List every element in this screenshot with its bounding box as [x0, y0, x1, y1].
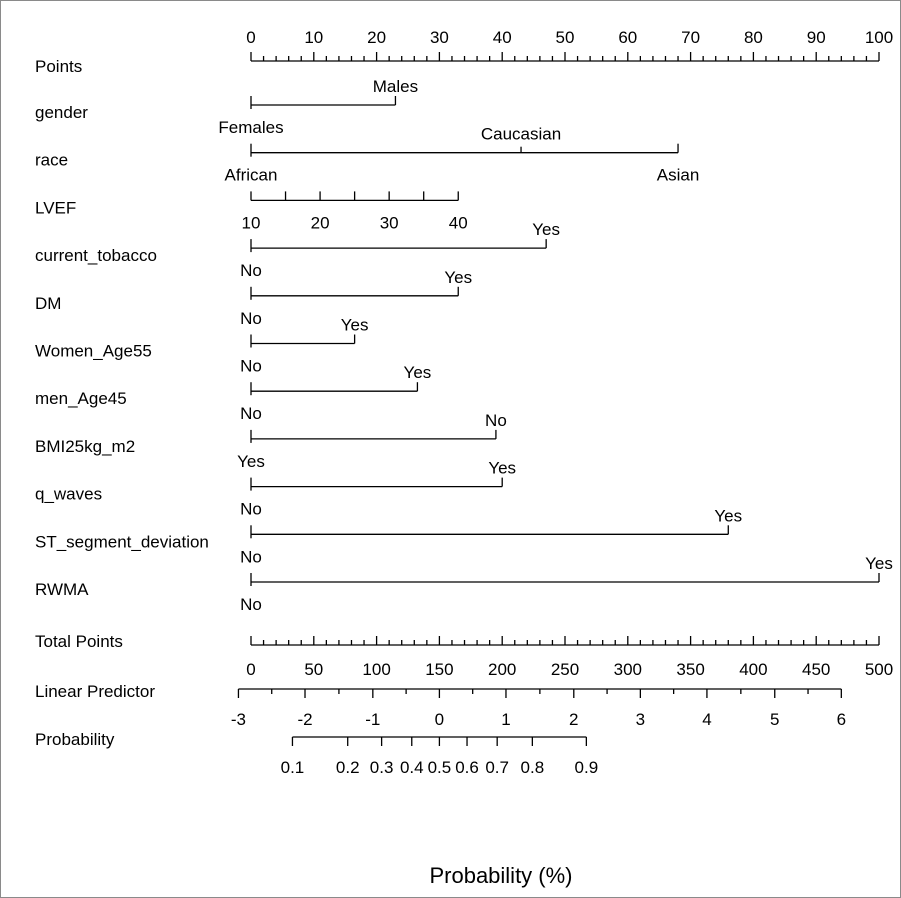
variable-label-current_tobacco: current_tobacco — [35, 246, 157, 265]
variable-label-LVEF: LVEF — [35, 198, 76, 217]
level-label-race: African — [225, 166, 278, 185]
total-points-tick-label: 100 — [362, 660, 390, 679]
level-label-q_waves: Yes — [488, 459, 516, 478]
level-label-BMI25kg_m2: No — [485, 411, 507, 430]
level-label-race: Caucasian — [481, 125, 561, 144]
variable-label-Women_Age55: Women_Age55 — [35, 342, 152, 361]
probability-tick-label: 0.5 — [428, 758, 452, 777]
linear-predictor-tick-label: -1 — [365, 710, 380, 729]
level-label-LVEF: 20 — [311, 213, 330, 232]
total-points-tick-label: 0 — [246, 660, 255, 679]
probability-tick-label: 0.6 — [455, 758, 479, 777]
linear-predictor-label: Linear Predictor — [35, 682, 155, 701]
probability-tick-label: 0.7 — [485, 758, 509, 777]
total-points-tick-label: 50 — [304, 660, 323, 679]
linear-predictor-tick-label: -3 — [231, 710, 246, 729]
points-tick-label: 60 — [618, 28, 637, 47]
level-label-current_tobacco: Yes — [532, 220, 560, 239]
total-points-tick-label: 400 — [739, 660, 767, 679]
total-points-tick-label: 350 — [676, 660, 704, 679]
level-label-Women_Age55: No — [240, 357, 262, 376]
level-label-LVEF: 10 — [242, 213, 261, 232]
level-label-ST_segment_deviation: Yes — [714, 506, 742, 525]
variable-label-q_waves: q_waves — [35, 485, 102, 504]
variable-label-men_Age45: men_Age45 — [35, 389, 127, 408]
points-tick-label: 80 — [744, 28, 763, 47]
level-label-current_tobacco: No — [240, 261, 262, 280]
level-label-LVEF: 30 — [380, 213, 399, 232]
total-points-label: Total Points — [35, 632, 123, 651]
level-label-ST_segment_deviation: No — [240, 547, 262, 566]
points-tick-label: 50 — [556, 28, 575, 47]
level-label-RWMA: No — [240, 595, 262, 614]
linear-predictor-tick-label: 5 — [770, 710, 779, 729]
x-axis-title: Probability (%) — [429, 863, 572, 888]
points-tick-label: 40 — [493, 28, 512, 47]
points-tick-label: 10 — [304, 28, 323, 47]
variable-label-ST_segment_deviation: ST_segment_deviation — [35, 532, 209, 551]
probability-tick-label: 0.8 — [521, 758, 545, 777]
level-label-gender: Males — [373, 77, 418, 96]
level-label-gender: Females — [218, 118, 283, 137]
points-tick-label: 30 — [430, 28, 449, 47]
total-points-tick-label: 300 — [614, 660, 642, 679]
probability-tick-label: 0.2 — [336, 758, 360, 777]
variable-label-BMI25kg_m2: BMI25kg_m2 — [35, 437, 135, 456]
variable-label-race: race — [35, 151, 68, 170]
probability-label: Probability — [35, 730, 115, 749]
level-label-race: Asian — [657, 166, 700, 185]
linear-predictor-tick-label: 6 — [837, 710, 846, 729]
total-points-tick-label: 450 — [802, 660, 830, 679]
total-points-tick-label: 500 — [865, 660, 893, 679]
linear-predictor-tick-label: -2 — [297, 710, 312, 729]
level-label-DM: Yes — [444, 268, 472, 287]
level-label-q_waves: No — [240, 500, 262, 519]
points-tick-label: 90 — [807, 28, 826, 47]
total-points-tick-label: 250 — [551, 660, 579, 679]
level-label-men_Age45: Yes — [404, 363, 432, 382]
total-points-tick-label: 200 — [488, 660, 516, 679]
total-points-tick-label: 150 — [425, 660, 453, 679]
linear-predictor-tick-label: 4 — [702, 710, 711, 729]
variable-label-RWMA: RWMA — [35, 580, 89, 599]
points-tick-label: 100 — [865, 28, 893, 47]
points-tick-label: 70 — [681, 28, 700, 47]
linear-predictor-tick-label: 2 — [569, 710, 578, 729]
linear-predictor-tick-label: 3 — [636, 710, 645, 729]
level-label-BMI25kg_m2: Yes — [237, 452, 265, 471]
points-tick-label: 0 — [246, 28, 255, 47]
points-label: Points — [35, 57, 82, 76]
probability-tick-label: 0.1 — [281, 758, 305, 777]
points-tick-label: 20 — [367, 28, 386, 47]
variable-label-DM: DM — [35, 294, 61, 313]
probability-tick-label: 0.9 — [575, 758, 599, 777]
linear-predictor-tick-label: 1 — [501, 710, 510, 729]
level-label-LVEF: 40 — [449, 213, 468, 232]
level-label-RWMA: Yes — [865, 554, 893, 573]
level-label-Women_Age55: Yes — [341, 316, 369, 335]
level-label-DM: No — [240, 309, 262, 328]
linear-predictor-tick-label: 0 — [435, 710, 444, 729]
probability-tick-label: 0.3 — [370, 758, 394, 777]
variable-label-gender: gender — [35, 103, 88, 122]
probability-tick-label: 0.4 — [400, 758, 424, 777]
level-label-men_Age45: No — [240, 404, 262, 423]
